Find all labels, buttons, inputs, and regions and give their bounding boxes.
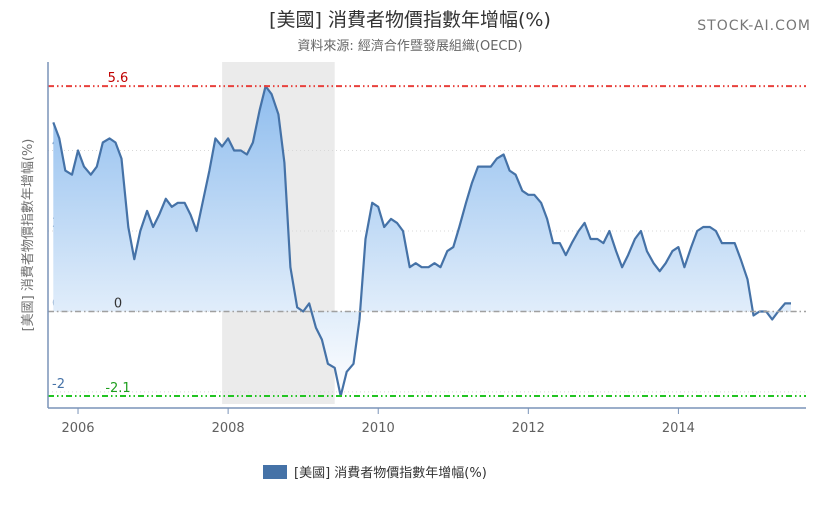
brand-watermark: STOCK-AI.COM <box>697 18 811 34</box>
x-tick-label: 2008 <box>212 421 245 436</box>
reference-lines: 5.6 0 -2.1 <box>48 71 806 397</box>
reference-label-min: -2.1 <box>105 381 130 396</box>
series-area <box>53 86 792 396</box>
legend[interactable]: [美國] 消費者物價指數年增幅(%) <box>263 465 487 481</box>
reference-label-zero: 0 <box>114 296 122 311</box>
chart-title: [美國] 消費者物價指數年增幅(%) <box>269 9 551 31</box>
x-tick-label: 2012 <box>512 421 545 436</box>
series-line[interactable] <box>52 85 791 398</box>
reference-label-max: 5.6 <box>108 71 129 86</box>
legend-label: [美國] 消費者物價指數年增幅(%) <box>294 466 487 481</box>
y-tick-label: -2 <box>52 377 65 392</box>
x-axis-ticks: 2006 2008 2010 2012 2014 <box>61 408 695 436</box>
y-axis-title: [美國] 消費者物價指數年增幅(%) <box>21 139 36 332</box>
chart-subtitle: 資料來源: 經濟合作暨發展組織(OECD) <box>297 38 522 54</box>
x-tick-label: 2010 <box>362 421 395 436</box>
x-tick-label: 2006 <box>61 421 94 436</box>
legend-swatch <box>263 465 287 479</box>
x-tick-label: 2014 <box>662 421 695 436</box>
